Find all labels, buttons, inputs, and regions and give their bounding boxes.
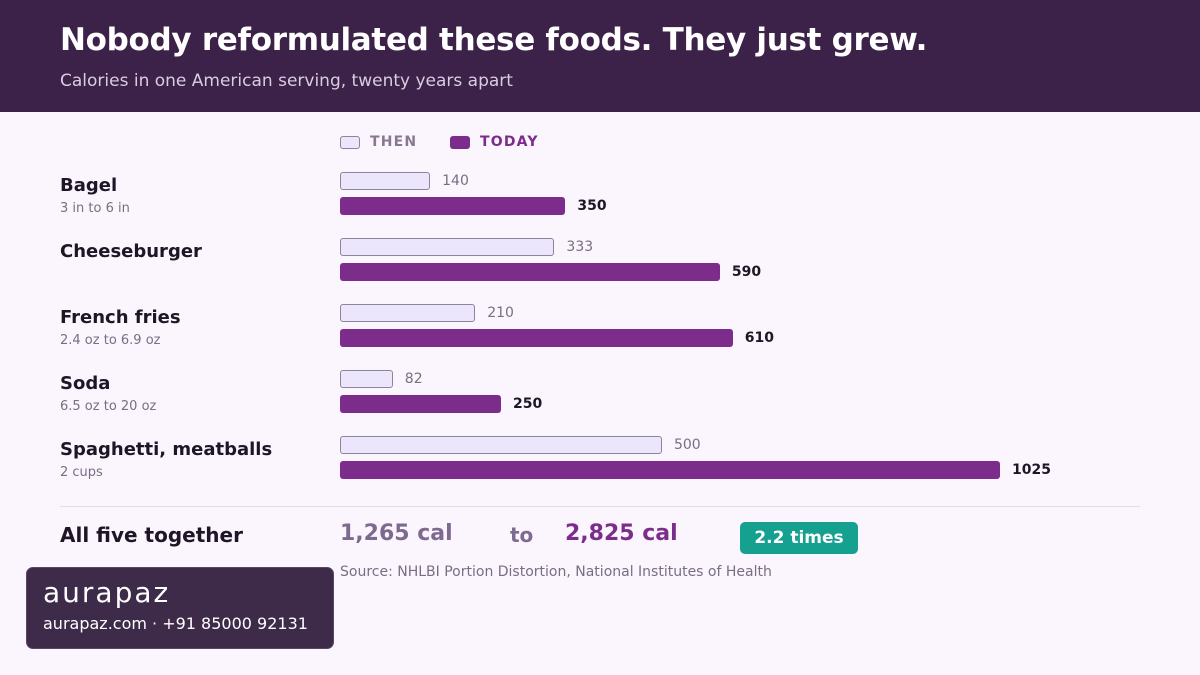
- brand-logo: aurapaz: [43, 576, 171, 609]
- brand-contact: aurapaz.com · +91 85000 92131: [43, 614, 308, 633]
- chart-title: Nobody reformulated these foods. They ju…: [60, 22, 928, 58]
- value-label-then-cheeseburger: 333: [566, 239, 594, 255]
- category-sublabel-french-fries: 2.4 oz to 6.9 oz: [60, 333, 161, 348]
- value-label-then-french-fries: 210: [487, 305, 514, 321]
- category-label-soda: Soda: [60, 373, 111, 394]
- category-sublabel-spaghetti-meatballs: 2 cups: [60, 465, 103, 480]
- category-sublabel-bagel: 3 in to 6 in: [60, 201, 130, 216]
- bar-today-bagel: [340, 197, 566, 215]
- divider: [60, 506, 1140, 507]
- bar-today-spaghetti-meatballs: [340, 461, 1000, 479]
- totals-connector: to: [510, 523, 534, 547]
- header-banner: Nobody reformulated these foods. They ju…: [0, 0, 1200, 112]
- legend-label-today: TODAY: [480, 134, 539, 150]
- category-label-french-fries: French fries: [60, 307, 181, 328]
- bar-then-cheeseburger: [340, 238, 555, 256]
- legend-item-today: TODAY: [450, 134, 539, 150]
- legend-item-then: THEN: [340, 134, 417, 150]
- value-label-then-spaghetti-meatballs: 500: [673, 437, 701, 453]
- value-label-then-bagel: 140: [442, 173, 469, 189]
- legend-swatch-today: [450, 135, 470, 149]
- bar-then-soda: [340, 370, 393, 388]
- value-label-then-soda: 82: [404, 371, 423, 387]
- totals-label: All five together: [60, 523, 243, 547]
- chart-subtitle: Calories in one American serving, twenty…: [60, 71, 513, 91]
- bar-today-french-fries: [340, 329, 733, 347]
- bar-then-french-fries: [340, 304, 476, 322]
- value-label-today-cheeseburger: 590: [731, 264, 762, 280]
- value-label-today-french-fries: 610: [744, 330, 774, 346]
- bar-today-cheeseburger: [340, 263, 720, 281]
- totals-then-value: 1,265 cal: [340, 521, 453, 546]
- legend-label-then: THEN: [370, 134, 418, 150]
- bar-then-spaghetti-meatballs: [340, 436, 662, 454]
- category-label-spaghetti-meatballs: Spaghetti, meatballs: [60, 439, 273, 460]
- legend-swatch-then: [340, 135, 360, 149]
- brand-card: aurapaz aurapaz.com · +91 85000 92131: [26, 567, 334, 649]
- value-label-today-soda: 250: [512, 396, 543, 412]
- totals-today-value: 2,825 cal: [565, 521, 678, 546]
- category-sublabel-soda: 6.5 oz to 20 oz: [60, 399, 157, 414]
- multiplier-badge: 2.2 times: [740, 522, 858, 554]
- category-label-bagel: Bagel: [60, 175, 118, 196]
- source-note: Source: NHLBI Portion Distortion, Nation…: [340, 564, 772, 580]
- value-label-today-bagel: 350: [577, 198, 607, 214]
- value-label-today-spaghetti-meatballs: 1025: [1012, 462, 1051, 478]
- bar-then-bagel: [340, 172, 431, 190]
- bar-today-soda: [340, 395, 501, 413]
- category-label-cheeseburger: Cheeseburger: [60, 241, 202, 262]
